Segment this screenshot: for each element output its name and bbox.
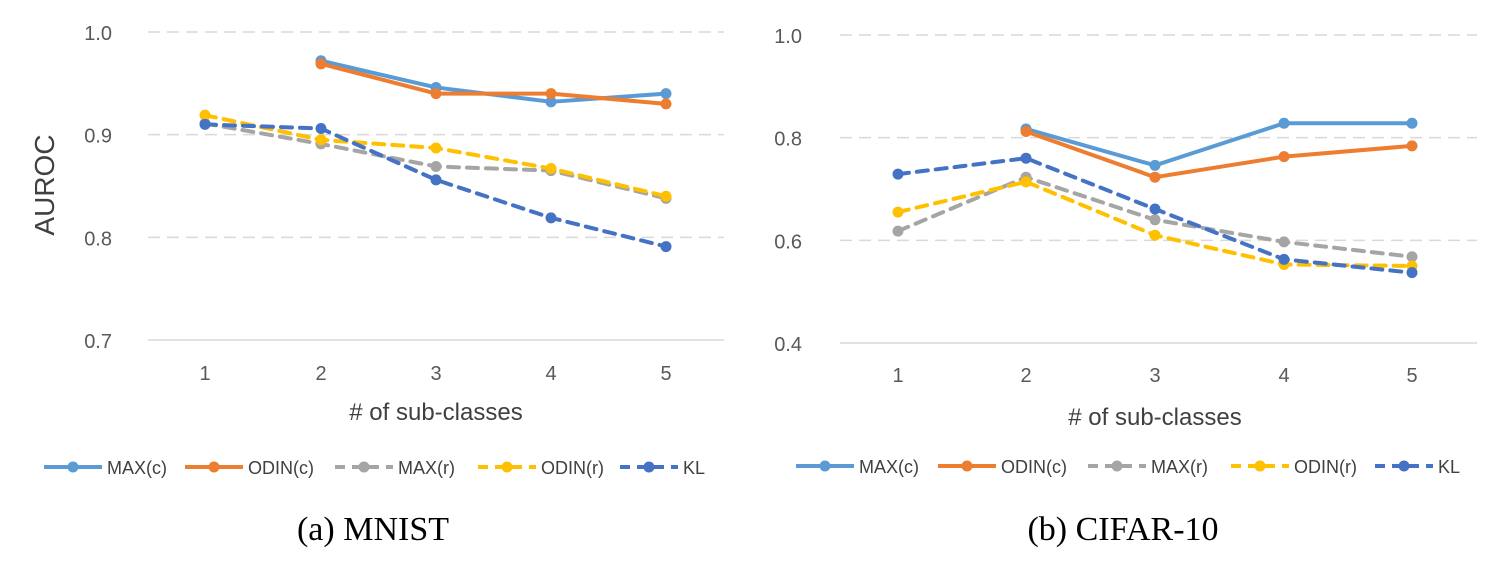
mnist-x-ticks: 1 2 3 4 5 xyxy=(199,363,671,385)
cifar10-data-point xyxy=(1406,140,1418,152)
cifar10-data-point xyxy=(1149,171,1161,183)
mnist-legend: MAX(c) ODIN(c) MAX(r) ODIN(r) KL xyxy=(44,458,705,478)
mnist-data-point xyxy=(315,134,327,146)
cifar10-data-point xyxy=(892,206,904,218)
mnist-data-point xyxy=(430,88,442,100)
cifar10-y-tick-label: 0.6 xyxy=(774,231,802,253)
cifar10-data-point xyxy=(1406,267,1418,279)
mnist-data-point xyxy=(315,58,327,70)
cifar10-y-tick-label: 0.8 xyxy=(774,129,802,151)
mnist-x-tick-label: 2 xyxy=(315,363,326,385)
cifar10-data-point xyxy=(1278,117,1290,129)
cifar10-caption: (b) CIFAR-10 xyxy=(1027,511,1218,548)
cifar10-legend-marker xyxy=(961,460,973,472)
mnist-legend-label: KL xyxy=(683,458,705,478)
cifar10-legend-label: ODIN(r) xyxy=(1294,457,1357,477)
mnist-series-line-odinc xyxy=(319,61,668,106)
mnist-legend-marker xyxy=(67,461,79,473)
mnist-data-point xyxy=(430,160,442,172)
mnist-data-point xyxy=(660,241,672,253)
cifar10-x-tick-label: 4 xyxy=(1278,365,1289,387)
mnist-data-point xyxy=(545,88,557,100)
mnist-legend-label: MAX(c) xyxy=(107,458,167,478)
cifar10-x-ticks: 1 2 3 4 5 xyxy=(892,365,1417,387)
mnist-data-point xyxy=(430,142,442,154)
cifar10-data-point xyxy=(892,168,904,180)
mnist-legend-marker xyxy=(208,461,220,473)
mnist-data-point xyxy=(199,109,211,121)
cifar10-x-tick-label: 5 xyxy=(1406,365,1417,387)
cifar10-data-point xyxy=(1020,176,1032,188)
cifar10-data-point xyxy=(1149,214,1161,226)
cifar10-data-point xyxy=(1278,151,1290,163)
cifar10-y-tick-label: 0.4 xyxy=(774,334,802,356)
cifar10-series xyxy=(892,117,1418,279)
cifar10-data-point xyxy=(892,225,904,237)
mnist-data-point xyxy=(660,88,672,100)
mnist-legend-label: ODIN(r) xyxy=(541,458,604,478)
mnist-y-tick-label: 1.0 xyxy=(84,23,112,45)
cifar10-legend: MAX(c) ODIN(c) MAX(r) ODIN(r) KL xyxy=(796,457,1460,477)
cifar10-x-axis-title: # of sub-classes xyxy=(1068,404,1241,431)
cifar10-series-line-maxc xyxy=(1024,121,1414,168)
mnist-x-tick-label: 1 xyxy=(199,363,210,385)
mnist-caption: (a) MNIST xyxy=(297,511,449,548)
cifar10-data-point xyxy=(1149,203,1161,215)
mnist-data-point xyxy=(545,96,557,108)
cifar10-y-tick-label: 1.0 xyxy=(774,26,802,48)
mnist-legend-label: ODIN(c) xyxy=(248,458,314,478)
cifar10-data-point xyxy=(1278,253,1290,265)
mnist-gridlines xyxy=(148,31,724,341)
cifar10-legend-marker xyxy=(819,460,831,472)
mnist-data-point xyxy=(315,123,327,135)
cifar10-x-tick-label: 1 xyxy=(892,365,903,387)
cifar10-legend-label: KL xyxy=(1438,457,1460,477)
cifar10-y-ticks: 0.4 0.6 0.8 1.0 xyxy=(774,26,802,356)
mnist-data-point xyxy=(430,174,442,186)
cifar10-data-point xyxy=(1406,251,1418,263)
mnist-legend-marker xyxy=(358,461,370,473)
cifar10-legend-marker xyxy=(1254,460,1266,472)
mnist-legend-marker xyxy=(643,461,655,473)
cifar10-panel: 0.4 0.6 0.8 1.0 1 2 3 4 5 # of sub-classes MAX(… xyxy=(774,26,1477,548)
mnist-x-tick-label: 3 xyxy=(430,363,441,385)
cifar10-data-point xyxy=(1278,236,1290,248)
mnist-series-line-kl xyxy=(203,122,668,249)
cifar10-data-point xyxy=(1020,152,1032,164)
cifar10-legend-marker xyxy=(1111,460,1123,472)
mnist-series-line-maxc xyxy=(319,58,668,104)
mnist-data-point xyxy=(199,118,211,130)
mnist-x-tick-label: 5 xyxy=(660,363,671,385)
cifar10-legend-marker xyxy=(1398,460,1410,472)
mnist-data-point xyxy=(660,98,672,110)
mnist-y-tick-label: 0.7 xyxy=(84,331,112,353)
mnist-legend-label: MAX(r) xyxy=(398,458,455,478)
cifar10-data-point xyxy=(1406,117,1418,129)
mnist-x-axis-title: # of sub-classes xyxy=(349,399,522,426)
cifar10-gridlines xyxy=(840,34,1477,344)
cifar10-data-point xyxy=(1149,229,1161,241)
mnist-legend-marker xyxy=(501,461,513,473)
cifar10-legend-label: MAX(r) xyxy=(1151,457,1208,477)
cifar10-data-point xyxy=(1020,126,1032,138)
mnist-x-tick-label: 4 xyxy=(545,363,556,385)
cifar10-x-tick-label: 2 xyxy=(1020,365,1031,387)
mnist-series xyxy=(199,55,672,253)
mnist-y-axis-title: AUROC xyxy=(29,134,60,235)
mnist-y-ticks: 0.7 0.8 0.9 1.0 xyxy=(84,23,112,353)
mnist-panel: 0.7 0.8 0.9 1.0 1 2 3 4 5 AUROC # of sub-classe… xyxy=(29,23,724,548)
mnist-data-point xyxy=(545,163,557,175)
cifar10-legend-label: MAX(c) xyxy=(859,457,919,477)
cifar10-series-line-odinc xyxy=(1024,129,1414,180)
cifar10-x-tick-label: 3 xyxy=(1149,365,1160,387)
mnist-y-tick-label: 0.9 xyxy=(84,126,112,148)
mnist-data-point xyxy=(545,212,557,224)
mnist-y-tick-label: 0.8 xyxy=(84,228,112,250)
mnist-data-point xyxy=(660,190,672,202)
cifar10-data-point xyxy=(1149,159,1161,171)
cifar10-legend-label: ODIN(c) xyxy=(1001,457,1067,477)
